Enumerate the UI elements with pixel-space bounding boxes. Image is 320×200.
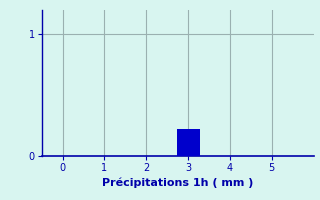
Bar — [177, 129, 200, 156]
X-axis label: Précipitations 1h ( mm ): Précipitations 1h ( mm ) — [102, 177, 253, 188]
